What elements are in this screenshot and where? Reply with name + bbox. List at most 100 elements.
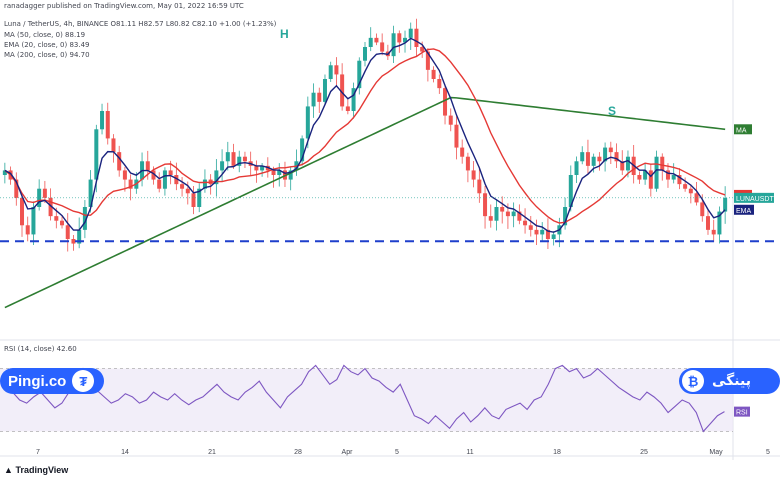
candle-body: [494, 207, 499, 221]
candle-body: [94, 129, 99, 180]
x-tick-label: 5: [395, 449, 399, 456]
candle-body: [162, 170, 167, 189]
candle-body: [380, 42, 385, 52]
candle-body: [31, 207, 36, 235]
ma200-line: [4, 96, 726, 309]
candle-body: [117, 152, 122, 171]
pair-tag: LUNAUSDT: [736, 196, 774, 203]
candle-body: [454, 124, 459, 148]
ema20-line: [4, 37, 726, 233]
candle-body: [660, 156, 665, 171]
candle-body: [420, 47, 425, 52]
candle-body: [202, 179, 207, 189]
pingi-fa-brand-badge: ₿ پینگی: [679, 368, 780, 394]
candle-body: [431, 69, 436, 79]
candle-body: [591, 156, 596, 166]
candle-body: [322, 79, 327, 102]
candle-body: [311, 92, 316, 107]
candle-body: [723, 197, 728, 212]
candle-body: [603, 147, 608, 162]
candle-body: [362, 47, 368, 61]
candle-body: [545, 229, 550, 239]
candle-body: [305, 106, 310, 139]
candle-body: [700, 202, 705, 217]
candle-body: [54, 216, 59, 221]
candle-body: [677, 175, 682, 185]
candle-body: [334, 65, 339, 75]
ema20-legend: EMA (20, close, 0) 83.49: [4, 41, 90, 49]
candle-body: [648, 170, 653, 189]
tether-icon: ₮: [72, 370, 95, 392]
candle-body: [71, 239, 76, 244]
candle-body: [328, 65, 333, 79]
candle-body: [654, 156, 659, 189]
ma200-legend: MA (200, close, 0) 94.70: [4, 51, 90, 59]
candle-body: [357, 60, 362, 89]
x-tick-label: 18: [553, 449, 561, 456]
rsi-band: [0, 368, 733, 432]
candle-body: [483, 193, 488, 217]
candle-body: [237, 156, 242, 166]
x-tick-label: May: [709, 449, 723, 456]
candle-body: [637, 175, 642, 180]
x-tick-label: 5: [766, 449, 770, 456]
ma50-legend: MA (50, close, 0) 88.19: [4, 31, 86, 39]
candle-body: [523, 220, 528, 226]
x-tick-label: 25: [640, 449, 648, 456]
shoulder-annotation: S: [608, 104, 616, 118]
candle-body: [254, 165, 259, 171]
candle-body: [568, 175, 573, 207]
candle-body: [614, 152, 619, 162]
candle-body: [191, 193, 196, 207]
candle-body: [300, 138, 305, 162]
candle-body: [14, 179, 19, 198]
candle-body: [505, 211, 510, 217]
candle-body: [517, 211, 522, 221]
x-tick-label: 28: [294, 449, 302, 456]
pair-tag-bg: [734, 192, 774, 203]
ma200-tag: MA: [736, 127, 747, 134]
pingi-fa-brand-text: پینگی: [712, 373, 751, 389]
x-tick-label: Apr: [342, 449, 354, 456]
candle-body: [145, 161, 150, 171]
candle-body: [397, 33, 402, 43]
candle-body: [277, 170, 282, 175]
candle-body: [665, 170, 670, 180]
candle-body: [465, 156, 470, 171]
x-tick-label: 7: [36, 449, 40, 456]
candle-body: [500, 207, 505, 212]
candle-body: [2, 170, 7, 175]
candle-body: [643, 170, 648, 180]
x-tick-label: 11: [466, 449, 473, 456]
candle-body: [128, 179, 133, 189]
bitcoin-icon: ₿: [682, 370, 704, 392]
candle-body: [288, 170, 293, 180]
ema-tag: EMA: [736, 208, 752, 215]
rsi-tag: RSI: [736, 410, 748, 417]
candle-body: [711, 229, 716, 235]
candle-body: [174, 175, 179, 185]
candle-body: [100, 111, 105, 130]
symbol-line: Luna / TetherUS, 4h, BINANCE O81.11 H82.…: [4, 20, 277, 28]
candle-body: [448, 115, 453, 125]
candle-body: [488, 216, 493, 221]
candle-body: [511, 211, 516, 217]
candle-body: [82, 207, 87, 230]
candle-body: [65, 225, 70, 239]
candle-body: [122, 170, 127, 180]
candle-body: [271, 170, 276, 175]
candle-body: [477, 179, 482, 194]
candle-body: [231, 152, 236, 166]
candle-body: [340, 74, 345, 107]
candle-body: [437, 79, 442, 89]
candle-body: [374, 37, 379, 43]
candle-body: [408, 28, 413, 38]
candle-body: [105, 111, 110, 139]
rsi-tag-bg: [734, 406, 750, 417]
candle-body: [42, 188, 47, 198]
candle-body: [620, 161, 625, 171]
candle-body: [717, 211, 722, 235]
candle-body: [705, 216, 710, 230]
candle-body: [317, 92, 322, 102]
candle-body: [157, 179, 162, 189]
